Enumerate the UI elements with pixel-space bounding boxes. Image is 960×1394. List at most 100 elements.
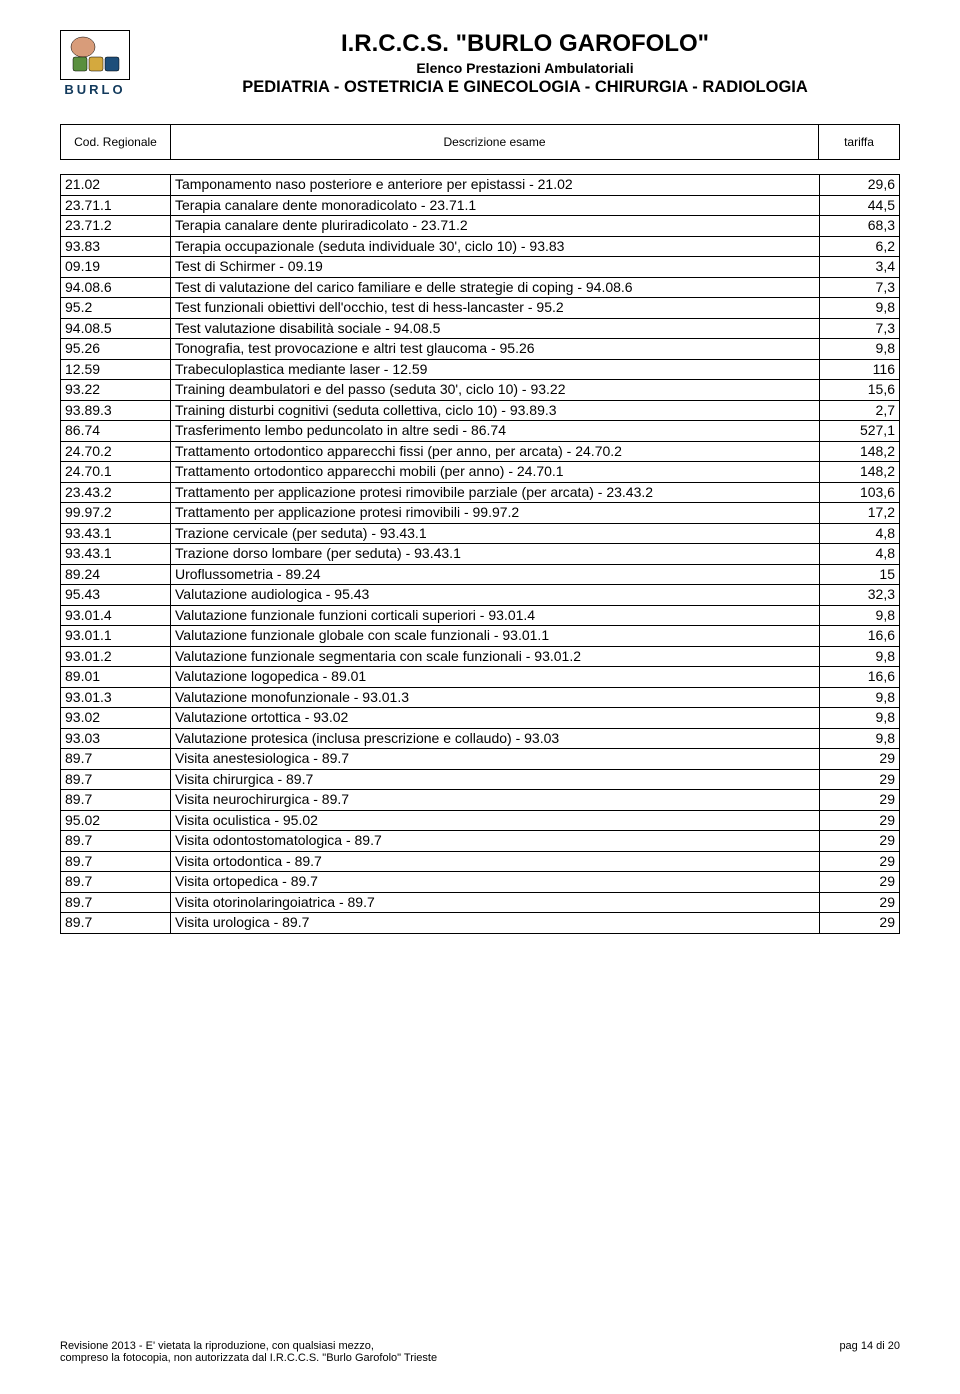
table-row: 12.59Trabeculoplastica mediante laser - … — [61, 359, 900, 380]
cell-desc: Visita ortopedica - 89.7 — [171, 872, 820, 893]
cell-tariff: 29 — [820, 769, 900, 790]
cell-code: 24.70.1 — [61, 462, 171, 483]
cell-code: 09.19 — [61, 257, 171, 278]
cell-code: 95.02 — [61, 810, 171, 831]
cell-tariff: 29 — [820, 831, 900, 852]
cell-tariff: 9,8 — [820, 298, 900, 319]
cell-code: 93.01.3 — [61, 687, 171, 708]
cell-desc: Visita neurochirurgica - 89.7 — [171, 790, 820, 811]
table-row: 89.7Visita neurochirurgica - 89.729 — [61, 790, 900, 811]
table-row: 21.02Tamponamento naso posteriore e ante… — [61, 175, 900, 196]
table-row: 93.01.2Valutazione funzionale segmentari… — [61, 646, 900, 667]
cell-tariff: 9,8 — [820, 339, 900, 360]
cell-desc: Visita odontostomatologica - 89.7 — [171, 831, 820, 852]
table-row: 93.22Training deambulatori e del passo (… — [61, 380, 900, 401]
cell-code: 93.43.1 — [61, 544, 171, 565]
logo-block: BURLO — [60, 30, 150, 97]
logo-label: BURLO — [60, 82, 130, 97]
footer-line2: compreso la fotocopia, non autorizzata d… — [60, 1352, 437, 1364]
cell-tariff: 29 — [820, 749, 900, 770]
cell-code: 93.89.3 — [61, 400, 171, 421]
cell-desc: Training disturbi cognitivi (seduta coll… — [171, 400, 820, 421]
col-header-desc: Descrizione esame — [171, 125, 819, 159]
table-row: 89.7Visita chirurgica - 89.729 — [61, 769, 900, 790]
cell-desc: Valutazione ortottica - 93.02 — [171, 708, 820, 729]
table-row: 95.26Tonografia, test provocazione e alt… — [61, 339, 900, 360]
cell-code: 89.7 — [61, 769, 171, 790]
cell-tariff: 6,2 — [820, 236, 900, 257]
cell-desc: Trabeculoplastica mediante laser - 12.59 — [171, 359, 820, 380]
cell-desc: Test funzionali obiettivi dell'occhio, t… — [171, 298, 820, 319]
cell-desc: Visita otorinolaringoiatrica - 89.7 — [171, 892, 820, 913]
table-row: 89.7Visita odontostomatologica - 89.729 — [61, 831, 900, 852]
page-number: pag 14 di 20 — [839, 1340, 900, 1364]
table-row: 89.7Visita urologica - 89.729 — [61, 913, 900, 934]
cell-tariff: 9,8 — [820, 687, 900, 708]
cell-desc: Valutazione funzionale globale con scale… — [171, 626, 820, 647]
cell-code: 23.71.2 — [61, 216, 171, 237]
cell-code: 93.83 — [61, 236, 171, 257]
table-row: 89.7Visita otorinolaringoiatrica - 89.72… — [61, 892, 900, 913]
cell-tariff: 116 — [820, 359, 900, 380]
cell-desc: Tonografia, test provocazione e altri te… — [171, 339, 820, 360]
header-text: I.R.C.C.S. "BURLO GAROFOLO" Elenco Prest… — [150, 30, 900, 99]
cell-desc: Tamponamento naso posteriore e anteriore… — [171, 175, 820, 196]
cell-tariff: 29 — [820, 790, 900, 811]
cell-tariff: 9,8 — [820, 728, 900, 749]
cell-code: 93.01.4 — [61, 605, 171, 626]
cell-code: 86.74 — [61, 421, 171, 442]
table-row: 23.71.1Terapia canalare dente monoradico… — [61, 195, 900, 216]
page-subtitle-1: Elenco Prestazioni Ambulatoriali — [150, 60, 900, 76]
cell-desc: Visita urologica - 89.7 — [171, 913, 820, 934]
table-row: 93.01.1Valutazione funzionale globale co… — [61, 626, 900, 647]
column-header-row: Cod. Regionale Descrizione esame tariffa — [60, 124, 900, 160]
cell-desc: Trazione dorso lombare (per seduta) - 93… — [171, 544, 820, 565]
cell-tariff: 9,8 — [820, 708, 900, 729]
cell-desc: Test di valutazione del carico familiare… — [171, 277, 820, 298]
cell-tariff: 9,8 — [820, 605, 900, 626]
col-header-code: Cod. Regionale — [61, 125, 171, 159]
cell-tariff: 29 — [820, 892, 900, 913]
cell-code: 12.59 — [61, 359, 171, 380]
cell-tariff: 29,6 — [820, 175, 900, 196]
burlo-logo-icon — [60, 30, 130, 80]
cell-tariff: 32,3 — [820, 585, 900, 606]
cell-code: 95.26 — [61, 339, 171, 360]
cell-desc: Trazione cervicale (per seduta) - 93.43.… — [171, 523, 820, 544]
cell-tariff: 3,4 — [820, 257, 900, 278]
table-row: 89.01Valutazione logopedica - 89.0116,6 — [61, 667, 900, 688]
cell-desc: Test di Schirmer - 09.19 — [171, 257, 820, 278]
table-row: 93.43.1Trazione cervicale (per seduta) -… — [61, 523, 900, 544]
cell-desc: Terapia occupazionale (seduta individual… — [171, 236, 820, 257]
table-row: 94.08.6Test di valutazione del carico fa… — [61, 277, 900, 298]
table-row: 09.19Test di Schirmer - 09.193,4 — [61, 257, 900, 278]
cell-desc: Terapia canalare dente monoradicolato - … — [171, 195, 820, 216]
table-row: 89.24Uroflussometria - 89.2415 — [61, 564, 900, 585]
header: BURLO I.R.C.C.S. "BURLO GAROFOLO" Elenco… — [60, 30, 900, 99]
page-subtitle-2: PEDIATRIA - OSTETRICIA E GINECOLOGIA - C… — [150, 78, 900, 97]
cell-code: 89.7 — [61, 851, 171, 872]
cell-code: 89.7 — [61, 831, 171, 852]
table-row: 93.89.3Training disturbi cognitivi (sedu… — [61, 400, 900, 421]
cell-desc: Valutazione funzionale funzioni cortical… — [171, 605, 820, 626]
page-title: I.R.C.C.S. "BURLO GAROFOLO" — [150, 30, 900, 58]
cell-tariff: 103,6 — [820, 482, 900, 503]
cell-desc: Trattamento ortodontico apparecchi fissi… — [171, 441, 820, 462]
cell-tariff: 7,3 — [820, 318, 900, 339]
cell-code: 89.7 — [61, 892, 171, 913]
table-row: 89.7Visita anestesiologica - 89.729 — [61, 749, 900, 770]
table-row: 24.70.2Trattamento ortodontico apparecch… — [61, 441, 900, 462]
cell-desc: Visita oculistica - 95.02 — [171, 810, 820, 831]
footer-notice: Revisione 2013 - E' vietata la riproduzi… — [60, 1340, 437, 1364]
cell-desc: Test valutazione disabilità sociale - 94… — [171, 318, 820, 339]
table-row: 95.43Valutazione audiologica - 95.4332,3 — [61, 585, 900, 606]
cell-tariff: 29 — [820, 872, 900, 893]
table-row: 89.7Visita ortodontica - 89.729 — [61, 851, 900, 872]
cell-code: 94.08.6 — [61, 277, 171, 298]
footer: Revisione 2013 - E' vietata la riproduzi… — [60, 1340, 900, 1364]
cell-tariff: 4,8 — [820, 523, 900, 544]
cell-desc: Trattamento per applicazione protesi rim… — [171, 482, 820, 503]
col-header-tariff: tariffa — [819, 125, 899, 159]
cell-code: 94.08.5 — [61, 318, 171, 339]
table-row: 93.01.4Valutazione funzionale funzioni c… — [61, 605, 900, 626]
